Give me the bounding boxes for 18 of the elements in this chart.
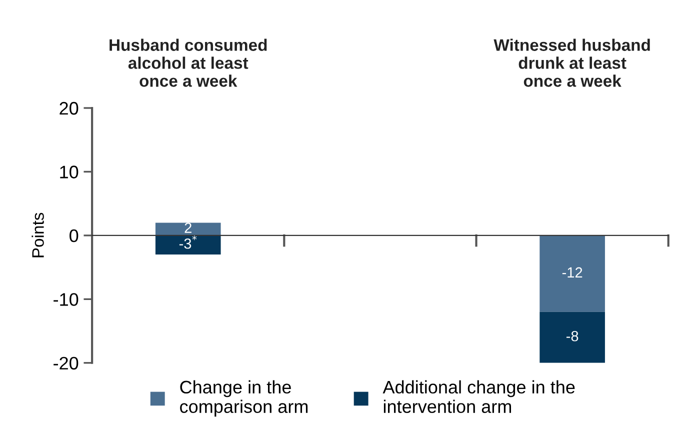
y-tick-label: 20 xyxy=(60,102,78,115)
x-tick-label: Witnessed husband drunk at least once a week xyxy=(494,38,650,87)
bar xyxy=(540,235,605,312)
y-tick-label: -20 xyxy=(54,356,78,370)
bar xyxy=(540,312,605,363)
data-label: -12 xyxy=(562,267,582,278)
y-axis-title: Points xyxy=(32,212,44,258)
data-label: -3$^{*}$ xyxy=(179,236,197,249)
y-tick-label: -10 xyxy=(54,293,78,306)
data-label: 2 xyxy=(184,222,192,233)
bar xyxy=(155,235,221,255)
legend-label: Change in the comparison arm xyxy=(180,380,308,417)
data-label: -8 xyxy=(566,330,578,342)
y-tick-label: 10 xyxy=(60,166,78,178)
legend-label: Additional change in the intervention arm xyxy=(382,380,575,414)
y-tick-label: 0 xyxy=(70,229,78,242)
x-tick-label: Husband consumed alcohol at least once a week xyxy=(110,38,267,87)
bar xyxy=(155,222,221,236)
